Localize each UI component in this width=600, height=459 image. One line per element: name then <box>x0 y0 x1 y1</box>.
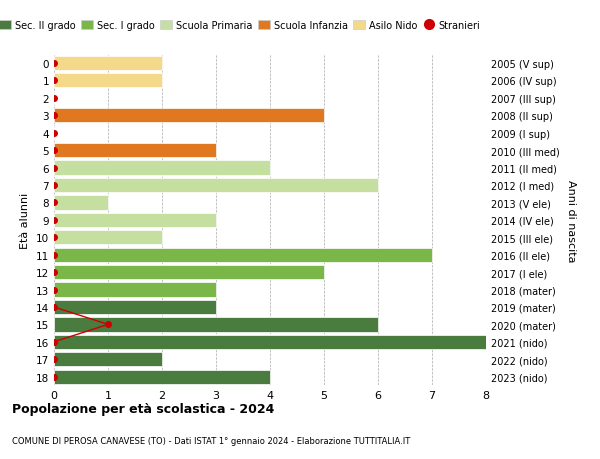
Bar <box>54 74 162 88</box>
Text: COMUNE DI PEROSA CANAVESE (TO) - Dati ISTAT 1° gennaio 2024 - Elaborazione TUTTI: COMUNE DI PEROSA CANAVESE (TO) - Dati IS… <box>12 436 410 445</box>
Bar <box>54 230 162 245</box>
Bar <box>54 265 324 280</box>
Bar <box>54 353 162 367</box>
Bar <box>54 248 432 262</box>
Bar <box>54 109 324 123</box>
Text: Popolazione per età scolastica - 2024: Popolazione per età scolastica - 2024 <box>12 403 274 415</box>
Bar <box>54 300 216 314</box>
Bar <box>54 370 270 384</box>
Bar <box>54 213 216 228</box>
Y-axis label: Anni di nascita: Anni di nascita <box>566 179 576 262</box>
Y-axis label: Età alunni: Età alunni <box>20 192 31 248</box>
Bar <box>54 335 486 349</box>
Bar <box>54 161 270 175</box>
Bar <box>54 144 216 158</box>
Bar <box>54 179 378 193</box>
Bar <box>54 56 162 71</box>
Legend: Sec. II grado, Sec. I grado, Scuola Primaria, Scuola Infanzia, Asilo Nido, Stran: Sec. II grado, Sec. I grado, Scuola Prim… <box>0 17 484 35</box>
Bar <box>54 318 378 332</box>
Bar <box>54 283 216 297</box>
Bar <box>54 196 108 210</box>
